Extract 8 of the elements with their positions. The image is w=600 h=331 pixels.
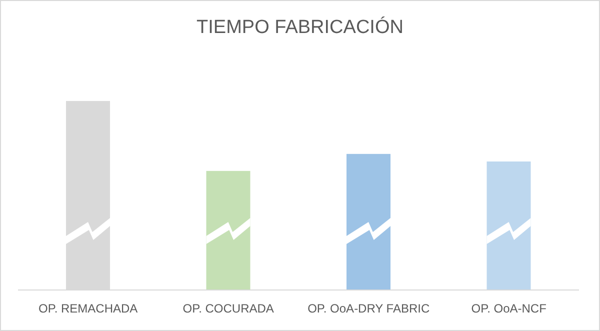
x-tick-label: OP. OoA-NCF bbox=[471, 302, 546, 316]
chart-title: TIEMPO FABRICACIÓN bbox=[196, 17, 404, 39]
x-tick-label: OP. OoA-DRY FABRIC bbox=[308, 302, 430, 316]
x-tick-label: OP. COCURADA bbox=[182, 302, 274, 316]
bar bbox=[346, 154, 390, 290]
bar bbox=[206, 170, 250, 290]
bar bbox=[486, 161, 531, 290]
x-tick-label: OP. REMACHADA bbox=[38, 302, 138, 316]
